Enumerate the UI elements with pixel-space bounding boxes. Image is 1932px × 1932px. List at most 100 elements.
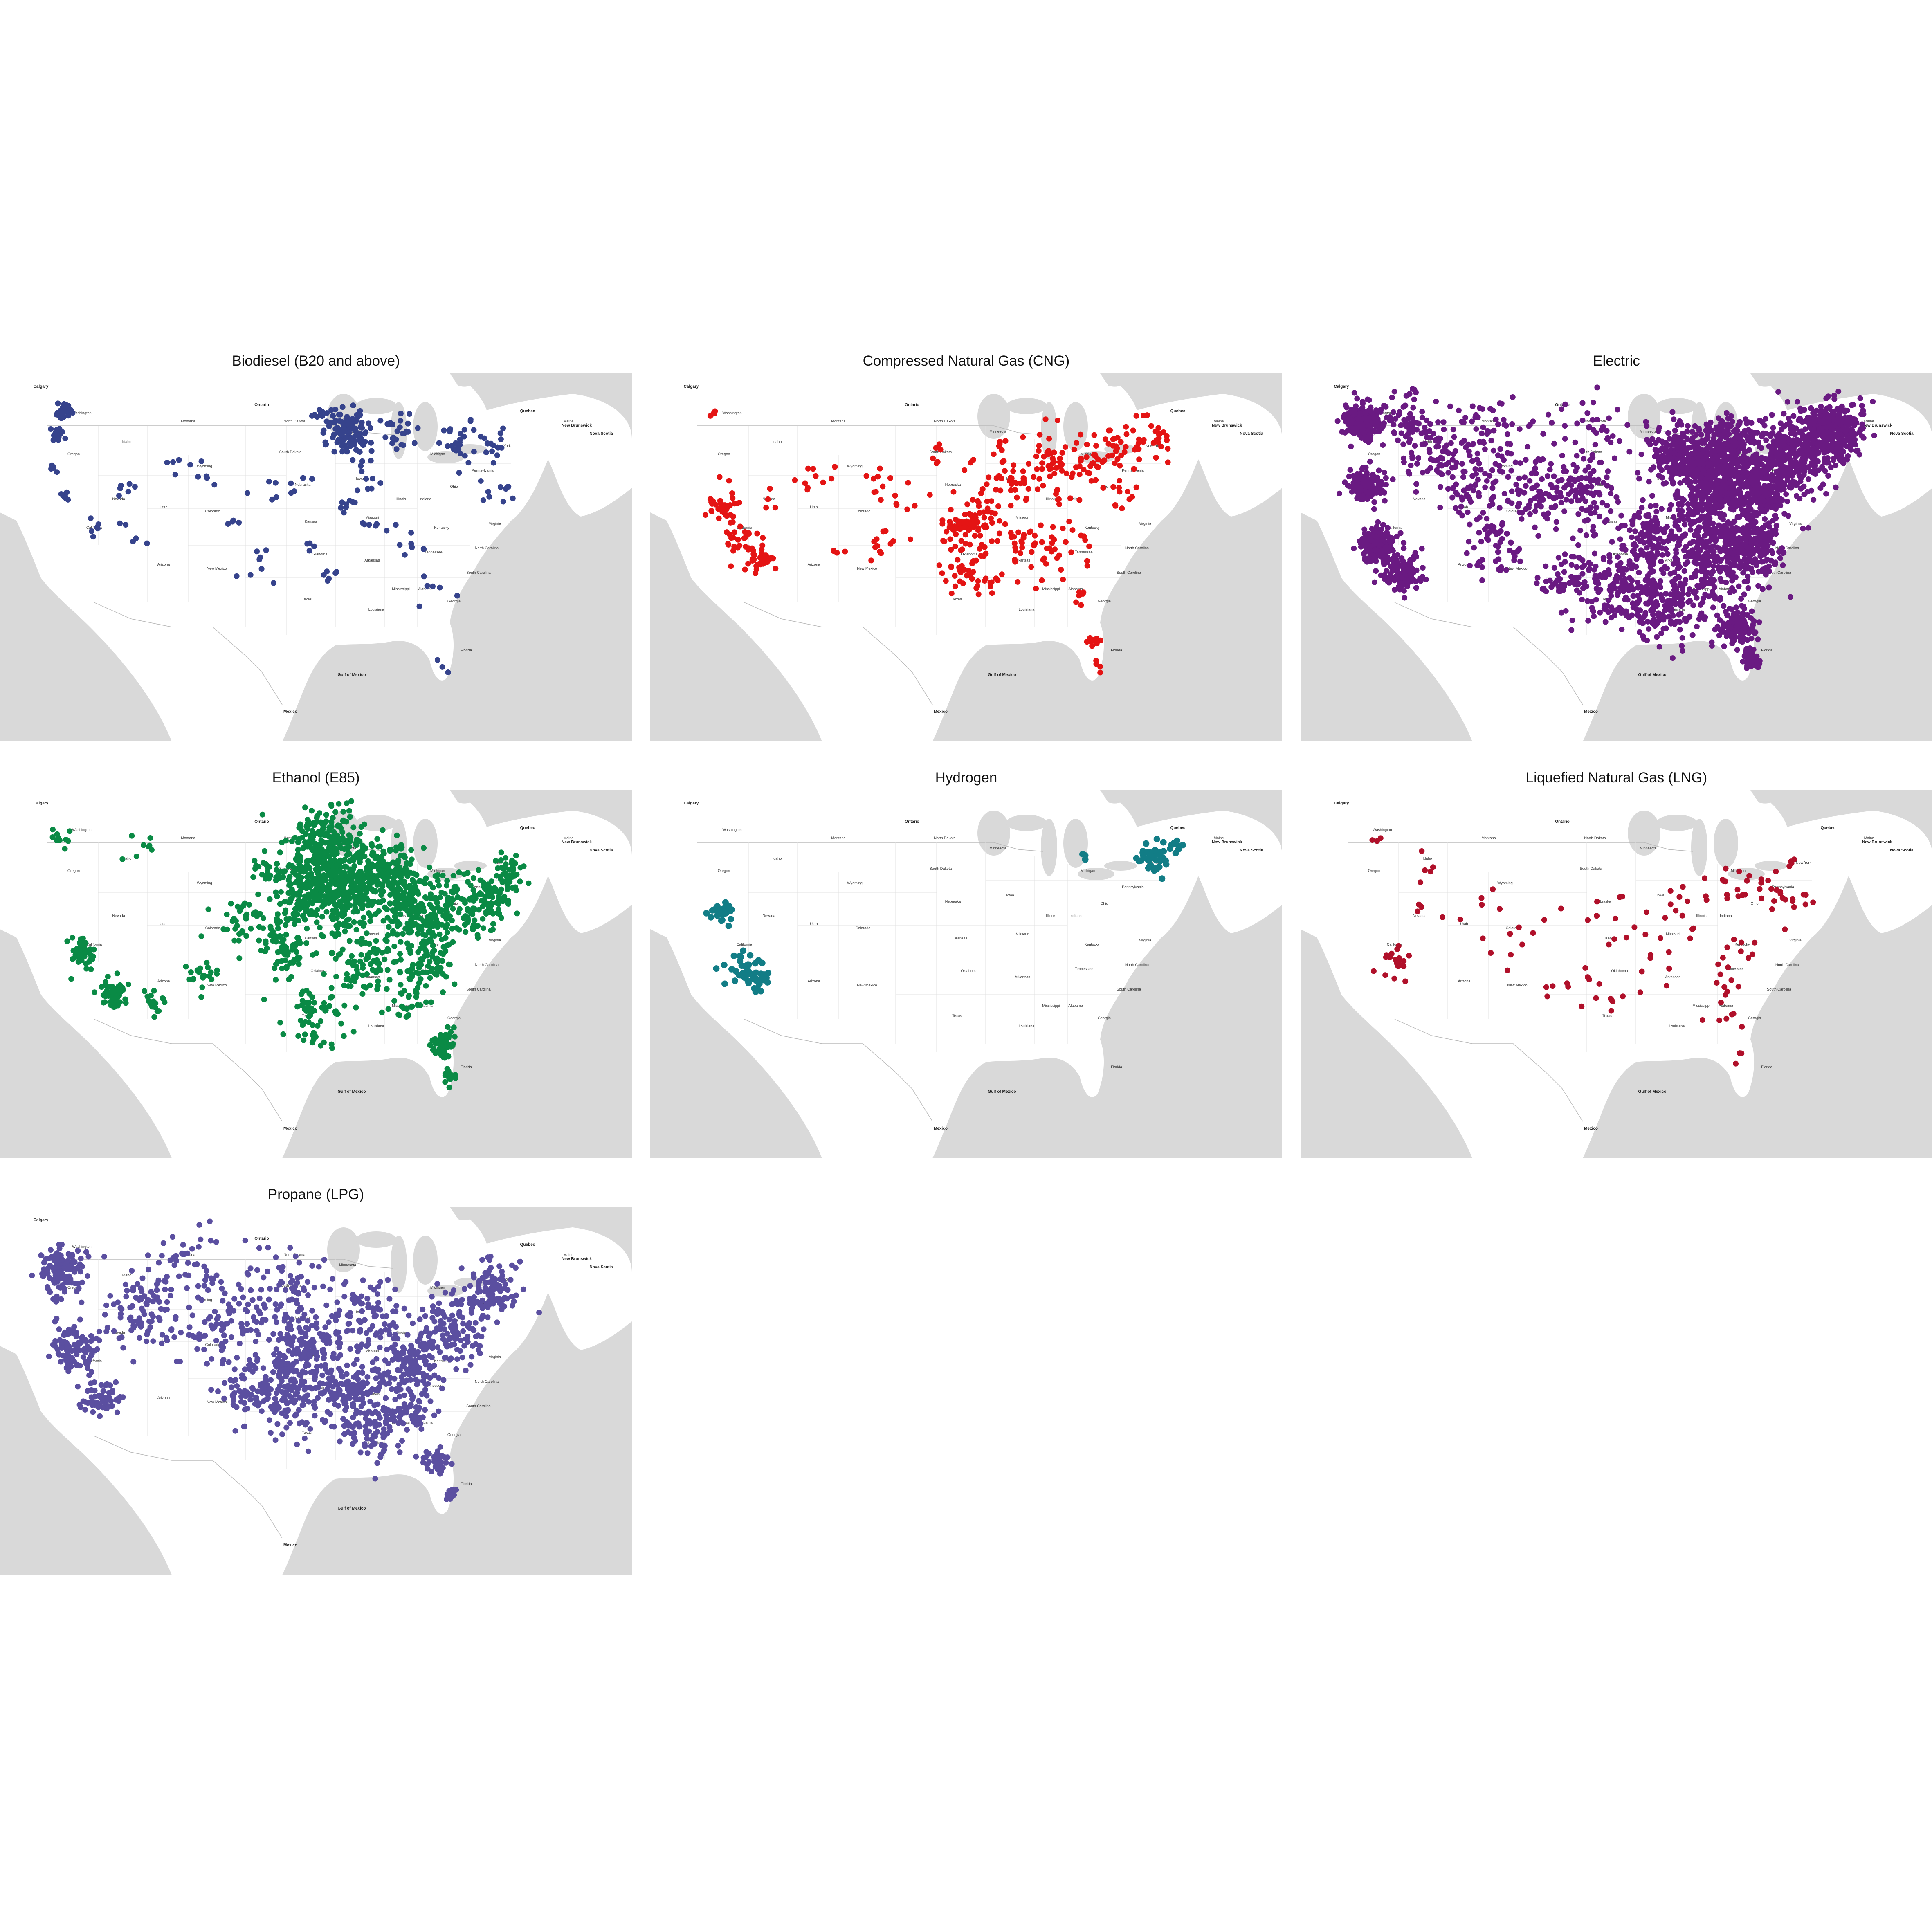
state-label: Iowa bbox=[356, 476, 364, 481]
station-point bbox=[1448, 440, 1454, 446]
station-point bbox=[1420, 565, 1426, 571]
station-point bbox=[314, 414, 320, 420]
station-point bbox=[1495, 544, 1501, 550]
station-point bbox=[389, 422, 395, 427]
station-point bbox=[737, 542, 743, 548]
station-point bbox=[456, 470, 462, 476]
station-point bbox=[1376, 538, 1382, 544]
station-point bbox=[1078, 431, 1084, 438]
station-point bbox=[1649, 606, 1656, 612]
station-point bbox=[1479, 577, 1485, 583]
station-point bbox=[941, 538, 948, 544]
region-label: Nova Scotia bbox=[589, 431, 613, 436]
station-point bbox=[1381, 403, 1387, 409]
station-point bbox=[1391, 389, 1397, 395]
station-point bbox=[1637, 629, 1642, 635]
station-point bbox=[1652, 447, 1658, 453]
state-label: Indiana bbox=[419, 497, 431, 501]
station-point bbox=[1755, 636, 1761, 643]
station-point bbox=[1660, 626, 1667, 632]
station-point bbox=[1063, 539, 1069, 545]
station-point bbox=[1833, 463, 1839, 468]
station-point bbox=[1768, 548, 1775, 554]
station-point bbox=[1519, 516, 1525, 522]
station-point bbox=[1666, 613, 1671, 620]
station-point bbox=[397, 424, 403, 430]
station-point bbox=[937, 447, 944, 453]
station-point bbox=[1819, 464, 1825, 470]
station-point bbox=[1743, 625, 1749, 631]
station-point bbox=[172, 472, 178, 478]
station-point bbox=[1445, 470, 1451, 476]
station-point bbox=[1646, 527, 1652, 533]
station-point bbox=[1729, 634, 1735, 640]
station-point bbox=[1748, 538, 1755, 544]
station-point bbox=[1774, 503, 1780, 509]
station-point bbox=[1026, 461, 1031, 467]
state-label: Virginia bbox=[489, 521, 501, 526]
station-point bbox=[1650, 620, 1656, 626]
station-point bbox=[1031, 543, 1037, 549]
station-point bbox=[1489, 485, 1496, 491]
station-point bbox=[1640, 615, 1646, 621]
station-point bbox=[291, 488, 297, 494]
station-point bbox=[726, 478, 732, 484]
station-point bbox=[236, 519, 242, 526]
station-point bbox=[979, 486, 986, 492]
station-point bbox=[356, 437, 362, 443]
station-point bbox=[1093, 477, 1099, 483]
station-point bbox=[1692, 479, 1698, 485]
station-point bbox=[1466, 539, 1472, 545]
station-point bbox=[1347, 427, 1353, 434]
station-point bbox=[1390, 555, 1396, 562]
station-point bbox=[1751, 512, 1757, 518]
station-point bbox=[1550, 495, 1556, 501]
station-point bbox=[1039, 466, 1045, 472]
station-point bbox=[1405, 416, 1411, 422]
station-point bbox=[486, 494, 492, 500]
station-point bbox=[1738, 596, 1744, 602]
station-point bbox=[1649, 493, 1655, 499]
station-point bbox=[457, 451, 463, 456]
map-canvas[interactable]: WashingtonOregonCaliforniaNevadaIdahoMon… bbox=[650, 373, 1282, 741]
station-point bbox=[1653, 440, 1659, 446]
station-point bbox=[908, 536, 913, 542]
station-point bbox=[1413, 578, 1419, 584]
station-point bbox=[1538, 503, 1544, 510]
station-point bbox=[1559, 477, 1565, 483]
station-point bbox=[1385, 557, 1391, 563]
station-point bbox=[1842, 415, 1848, 421]
station-point bbox=[1461, 487, 1467, 494]
station-point bbox=[1660, 454, 1667, 460]
station-point bbox=[1656, 472, 1662, 479]
station-point bbox=[1555, 555, 1561, 561]
lake bbox=[1006, 398, 1047, 414]
station-point bbox=[887, 475, 893, 481]
map-canvas[interactable]: WashingtonOregonCaliforniaNevadaIdahoMon… bbox=[1301, 373, 1932, 741]
station-point bbox=[1646, 479, 1652, 485]
station-point bbox=[1730, 472, 1736, 478]
station-point bbox=[362, 431, 368, 437]
station-point bbox=[397, 542, 403, 548]
station-point bbox=[1727, 541, 1733, 548]
station-point bbox=[1737, 537, 1743, 543]
station-point bbox=[1763, 547, 1769, 553]
station-point bbox=[1495, 452, 1501, 458]
station-point bbox=[1532, 508, 1538, 514]
station-point bbox=[52, 430, 58, 436]
station-point bbox=[1114, 456, 1121, 462]
station-point bbox=[1100, 485, 1106, 491]
state-label: Florida bbox=[461, 648, 472, 652]
station-point bbox=[1790, 413, 1797, 419]
state-label: Idaho bbox=[773, 440, 782, 444]
station-point bbox=[963, 541, 969, 547]
station-point bbox=[1707, 481, 1714, 487]
station-point bbox=[125, 489, 131, 495]
station-point bbox=[1452, 464, 1458, 470]
station-point bbox=[1158, 444, 1164, 449]
station-point bbox=[1121, 449, 1128, 455]
station-point bbox=[1008, 487, 1014, 493]
station-point bbox=[1561, 508, 1568, 514]
station-point bbox=[984, 524, 990, 530]
